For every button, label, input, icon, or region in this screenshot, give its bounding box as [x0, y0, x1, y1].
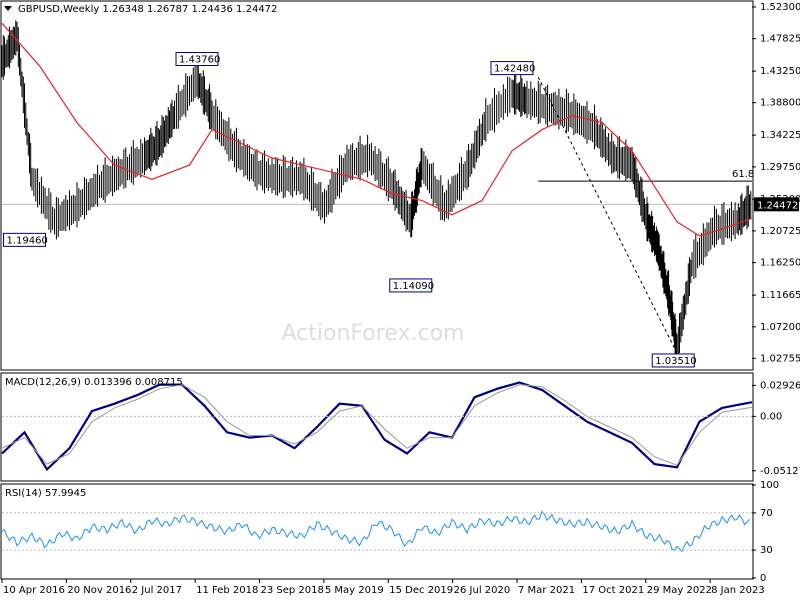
price-y-tick-label: 1.38800 [760, 98, 800, 109]
price-y-tick-label: 1.52300 [760, 2, 800, 13]
fib-level: 61.8 [538, 169, 754, 182]
price-y-tick-label: 1.34225 [760, 130, 800, 141]
watermark: ActionForex.com [282, 321, 465, 346]
moving-average-line [1, 22, 753, 237]
fib-618-label: 61.8 [732, 169, 754, 180]
rsi-y-tick-label: 70 [760, 508, 773, 519]
x-tick-label: 15 Dec 2019 [389, 585, 453, 596]
macd-y-tick-label: -0.051279 [760, 466, 800, 477]
price-y-tick-label: 1.47825 [760, 34, 800, 45]
macd-y-tick-label: 0.029261 [760, 380, 800, 391]
x-tick-label: 20 Nov 2016 [67, 585, 131, 596]
x-tick-label: 23 Sep 2018 [261, 585, 324, 596]
current-price-badge [754, 197, 799, 212]
macd-signal-line [1, 384, 753, 466]
price-y-tick-label: 1.11665 [760, 290, 800, 301]
annotation-box-3 [389, 278, 433, 293]
annotation-label-4: 1.03510 [655, 356, 696, 367]
x-tick-label: 11 Feb 2018 [196, 585, 258, 596]
price-y-tick-label: 1.07200 [760, 322, 800, 333]
macd-panel: 0.029261 0.00 -0.051279 MACD(12,26,9) 0.01… [0, 372, 800, 482]
rsi-y-tick-label: 100 [760, 480, 779, 491]
dropdown-triangle-icon[interactable] [4, 6, 12, 11]
rsi-series [1, 510, 750, 553]
price-series [1, 20, 753, 364]
price-y-tick-label: 1.29750 [760, 162, 800, 173]
macd-series [1, 381, 753, 472]
price-panel-frame [0, 0, 754, 371]
rsi-y-tick-label: 0 [760, 573, 766, 584]
macd-title: MACD(12,26,9) 0.013396 0.008715 [5, 377, 183, 388]
price-annotations: 1.43760 1.42480 1.19460 1.14090 1.03510 [3, 52, 697, 368]
price-y-tick-label: 1.16250 [760, 258, 800, 269]
macd-line [1, 381, 753, 472]
rsi-panel: 100 70 30 0 RSI(14) 57.9945 [0, 480, 779, 584]
annotation-label-0: 1.43760 [179, 55, 220, 66]
x-tick-label: 5 May 2019 [325, 585, 384, 596]
rsi-y-tick-label: 30 [760, 545, 773, 556]
annotation-label-1: 1.42480 [494, 64, 535, 75]
annotation-box-0 [175, 52, 219, 67]
x-tick-label: 8 Jan 2023 [711, 585, 765, 596]
x-axis: 10 Apr 2016 20 Nov 2016 2 Jul 2017 11 Feb 2… [1, 579, 765, 596]
x-tick-label: 17 Oct 2021 [582, 585, 644, 596]
rsi-panel-frame [0, 483, 754, 580]
x-tick-label: 2 Jul 2017 [132, 585, 182, 596]
price-y-tick-label: 1.20725 [760, 226, 800, 237]
rsi-y-axis: 100 70 30 0 [2, 480, 779, 584]
price-y-axis: 1.52300 1.47825 1.43250 1.38800 1.34225 1.297… [752, 2, 800, 364]
x-tick-label: 7 Mar 2021 [518, 585, 575, 596]
macd-y-axis: 0.029261 0.00 -0.051279 [2, 380, 800, 477]
price-bars [1, 20, 752, 364]
x-tick-label: 29 May 2022 [647, 585, 712, 596]
annotation-label-3: 1.14090 [393, 281, 434, 292]
price-panel: 61.8 1.43760 1.42480 1.19460 1.14090 1.03510… [0, 0, 800, 371]
price-y-tick-label: 1.02755 [760, 353, 800, 364]
current-price-label: 1.24472 [757, 200, 798, 211]
price-y-tick-label: 1.43250 [760, 66, 800, 77]
macd-y-tick-label: 0.00 [760, 411, 782, 422]
chart-title: GBPUSD,Weekly 1.26348 1.26787 1.24436 1.… [18, 4, 277, 15]
x-tick-label: 26 Jul 2020 [454, 585, 511, 596]
x-tick-label: 10 Apr 2016 [3, 585, 65, 596]
rsi-title: RSI(14) 57.9945 [5, 488, 86, 499]
annotation-label-2: 1.19460 [7, 235, 48, 246]
rsi-line [1, 510, 750, 553]
annotation-box-1 [490, 61, 534, 76]
annotation-box-2 [3, 232, 46, 247]
annotation-box-4 [651, 353, 695, 368]
